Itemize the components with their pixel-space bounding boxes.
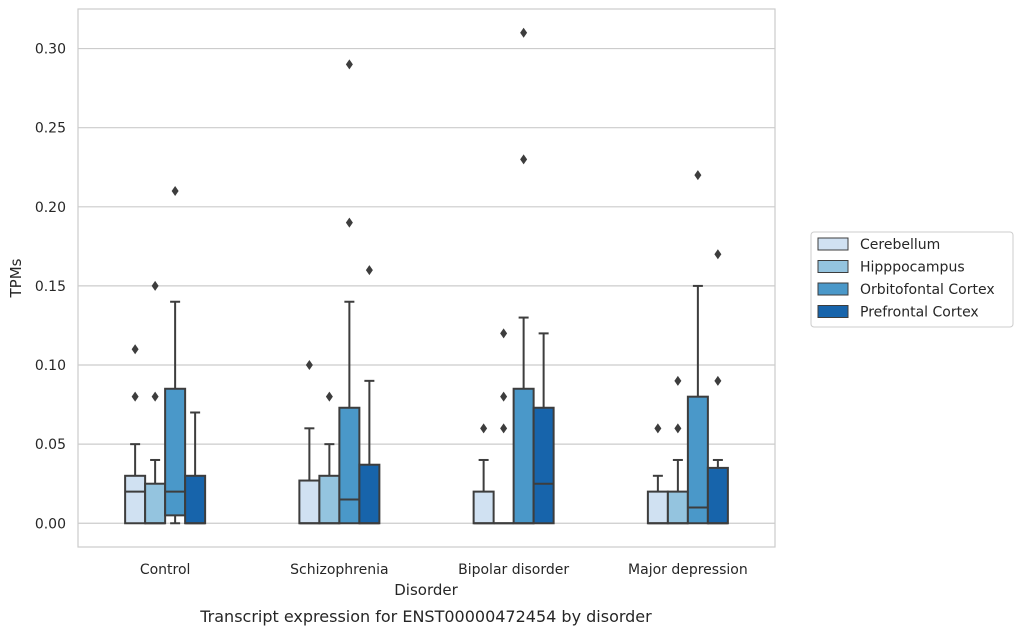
legend: Cerebellum Hipppocampus Orbitofontal Corte… xyxy=(810,231,1014,328)
legend-label: Orbitofontal Cortex xyxy=(860,282,995,298)
outlier-point xyxy=(151,391,159,402)
outlier-point xyxy=(151,280,159,291)
outlier-point xyxy=(654,423,662,434)
outlier-point xyxy=(480,423,488,434)
outlier-point xyxy=(131,344,139,355)
legend-swatch xyxy=(817,282,849,296)
y-tick-label: 0.15 xyxy=(35,279,66,295)
y-tick-label: 0.05 xyxy=(35,437,66,453)
outlier-point xyxy=(325,391,333,402)
box xyxy=(164,387,187,517)
outlier-point xyxy=(131,391,139,402)
outlier-point xyxy=(520,154,528,165)
chart-caption: Transcript expression for ENST0000047245… xyxy=(199,607,652,626)
box xyxy=(686,395,709,525)
x-tick-label: Control xyxy=(140,562,191,578)
outlier-point xyxy=(714,375,722,386)
box xyxy=(318,474,341,525)
box xyxy=(532,406,555,525)
y-tick-labels: 0.00 0.05 0.10 0.15 0.20 0.25 0.30 xyxy=(35,42,66,533)
box xyxy=(184,474,207,525)
outlier-point xyxy=(520,27,528,38)
x-tick-label: Schizophrenia xyxy=(290,562,388,578)
box xyxy=(646,490,669,525)
legend-label: Prefrontal Cortex xyxy=(860,305,979,321)
outlier-point xyxy=(345,217,353,228)
x-tick-label: Major depression xyxy=(628,562,748,578)
box xyxy=(512,387,535,525)
y-tick-label: 0.30 xyxy=(35,42,66,58)
box xyxy=(358,463,381,525)
y-tick-label: 0.20 xyxy=(35,200,66,216)
y-tick-label: 0.10 xyxy=(35,358,66,374)
outlier-point xyxy=(171,185,179,196)
outlier-point xyxy=(500,328,508,339)
legend-label: Cerebellum xyxy=(860,237,940,253)
outlier-point xyxy=(674,375,682,386)
outlier-point xyxy=(500,391,508,402)
outlier-point xyxy=(694,170,702,181)
plot-frame xyxy=(77,8,776,548)
outlier-point xyxy=(500,423,508,434)
box xyxy=(706,466,729,525)
box-plots xyxy=(124,27,729,525)
box xyxy=(124,474,147,525)
x-tick-labels: Control Schizophrenia Bipolar disorder Majo… xyxy=(140,562,748,578)
box xyxy=(144,482,167,525)
x-tick-label: Bipolar disorder xyxy=(458,562,569,578)
outlier-point xyxy=(714,249,722,260)
y-tick-label: 0.00 xyxy=(35,516,66,532)
y-axis-label: TPMs xyxy=(7,258,25,298)
legend-label: Hipppocampus xyxy=(860,260,965,276)
legend-swatch xyxy=(817,305,849,318)
outlier-point xyxy=(305,360,313,371)
box xyxy=(666,490,689,525)
x-axis-label: Disorder xyxy=(394,581,458,599)
outlier-point xyxy=(365,265,373,276)
legend-frame xyxy=(810,231,1014,328)
legend-swatch xyxy=(817,237,849,251)
y-tick-label: 0.25 xyxy=(35,121,66,137)
box xyxy=(338,406,361,525)
outlier-point xyxy=(345,59,353,70)
outlier-point xyxy=(674,423,682,434)
box xyxy=(472,490,495,525)
legend-swatch xyxy=(817,260,849,273)
box xyxy=(298,479,321,525)
